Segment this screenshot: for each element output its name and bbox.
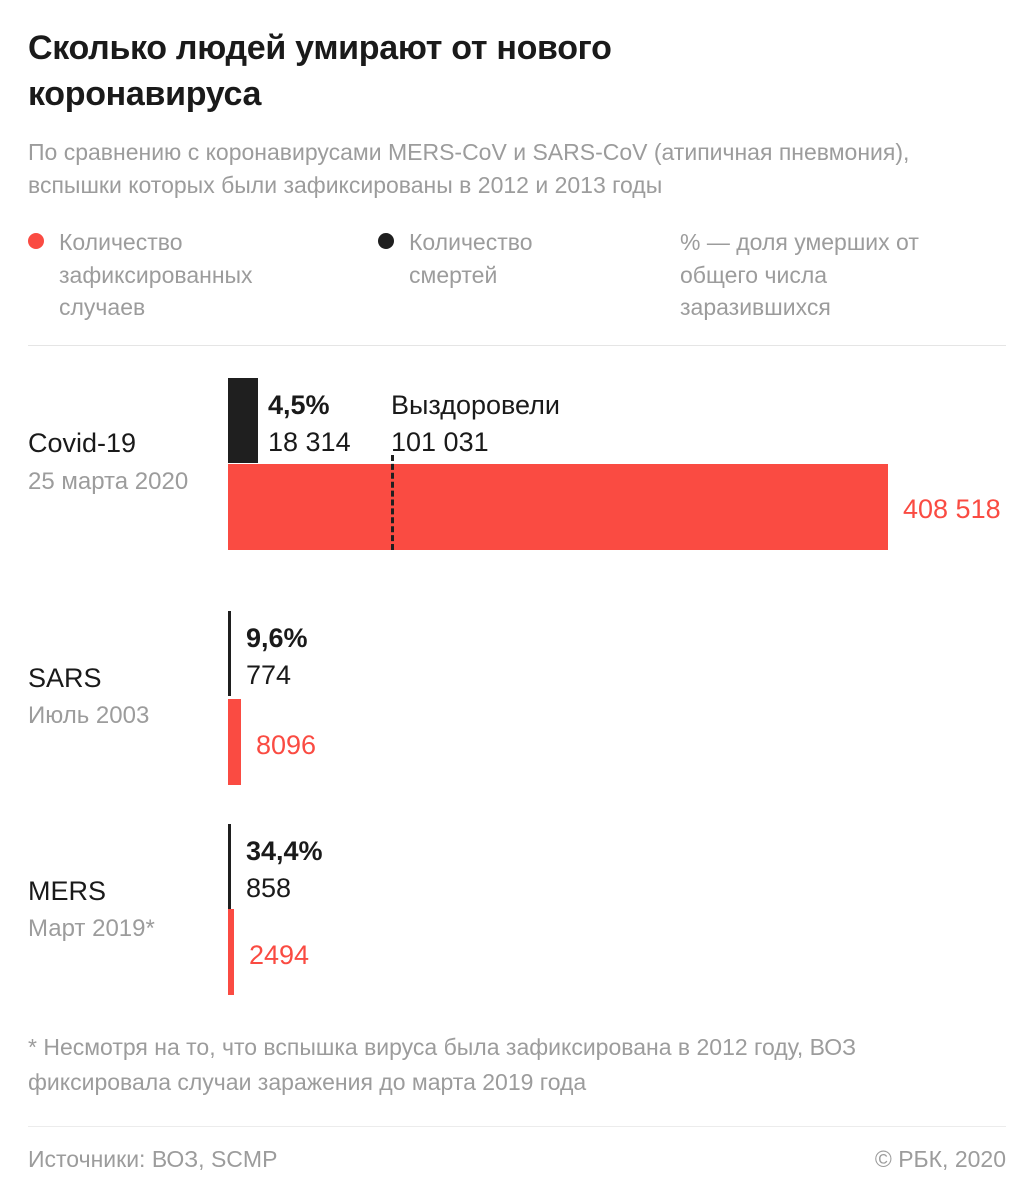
deaths-dot-icon	[378, 233, 394, 249]
mers-cases-bar	[228, 909, 234, 995]
footnote: * Несмотря на то, что вспышка вируса был…	[28, 1034, 856, 1095]
sars-row-label: SARS	[28, 663, 102, 693]
legend-deaths-label: Количество смертей	[409, 229, 533, 288]
legend-cases-label: Количество зафиксированных случаев	[59, 229, 253, 321]
covid-cases-value: 408 518	[903, 494, 1001, 524]
sars-cases-bar	[228, 699, 241, 785]
covid-recovered-marker	[391, 455, 394, 550]
page-title: Сколько людей умирают от нового коронави…	[28, 29, 612, 113]
mers-deaths-bar	[228, 824, 231, 909]
divider	[28, 1126, 1006, 1127]
sars-row-date: Июль 2003	[28, 702, 150, 729]
covid-cases-bar	[228, 464, 888, 550]
legend-item-cases: Количество зафиксированных случаев	[28, 226, 268, 324]
covid-recovered-value: 101 031	[391, 427, 489, 457]
sars-deaths-value: 774	[246, 660, 292, 690]
legend-item-deaths: Количество смертей	[378, 226, 588, 291]
covid-deaths-value: 18 314	[268, 427, 351, 457]
copyright: © РБК, 2020	[874, 1146, 1006, 1172]
divider	[28, 345, 1006, 346]
sars-deaths-bar	[228, 611, 231, 696]
sars-cases-value: 8096	[256, 730, 317, 760]
mers-cases-value: 2494	[249, 940, 310, 970]
covid-row-label: Covid-19	[28, 428, 137, 458]
covid-row-date: 25 марта 2020	[28, 468, 189, 495]
covid-death-rate: 4,5%	[268, 390, 330, 420]
cases-dot-icon	[28, 233, 44, 249]
subtitle: По сравнению с коронавирусами MERS-CoV и…	[28, 139, 910, 199]
mers-death-rate: 34,4%	[246, 836, 323, 866]
legend-percent-note: % — доля умерших от общего числа заразив…	[680, 229, 919, 321]
sources: Источники: ВОЗ, SCMP	[28, 1146, 278, 1172]
covid-recovered-title: Выздоровели	[391, 390, 561, 420]
covid-deaths-bar	[228, 378, 258, 463]
mers-deaths-value: 858	[246, 873, 292, 903]
mers-row-label: MERS	[28, 876, 107, 906]
sars-death-rate: 9,6%	[246, 623, 308, 653]
mers-row-date: Март 2019*	[28, 915, 155, 942]
